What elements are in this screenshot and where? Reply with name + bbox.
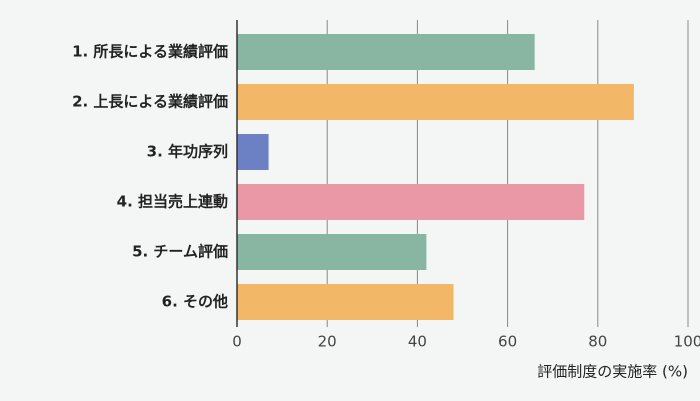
y-tick-label: 2. 上長による業績評価 bbox=[72, 93, 228, 111]
y-tick-label: 3. 年功序列 bbox=[147, 143, 228, 161]
y-tick-label: 6. その他 bbox=[162, 293, 228, 311]
y-tick-label: 5. チーム評価 bbox=[132, 243, 228, 261]
bar bbox=[237, 284, 454, 320]
bar bbox=[237, 84, 634, 120]
x-axis-label: 評価制度の実施率 (%) bbox=[537, 363, 688, 381]
bar bbox=[237, 184, 585, 220]
y-tick-label: 4. 担当売上連動 bbox=[117, 193, 228, 211]
y-tick-label: 1. 所長による業績評価 bbox=[72, 43, 228, 61]
x-tick-label: 0 bbox=[232, 333, 242, 351]
bar bbox=[237, 34, 535, 70]
x-tick-label: 100 bbox=[674, 333, 700, 351]
x-tick-label: 80 bbox=[588, 333, 607, 351]
bar bbox=[237, 134, 269, 170]
x-tick-label: 40 bbox=[408, 333, 427, 351]
x-tick-label: 20 bbox=[318, 333, 337, 351]
bar bbox=[237, 234, 427, 270]
x-tick-label: 60 bbox=[498, 333, 517, 351]
